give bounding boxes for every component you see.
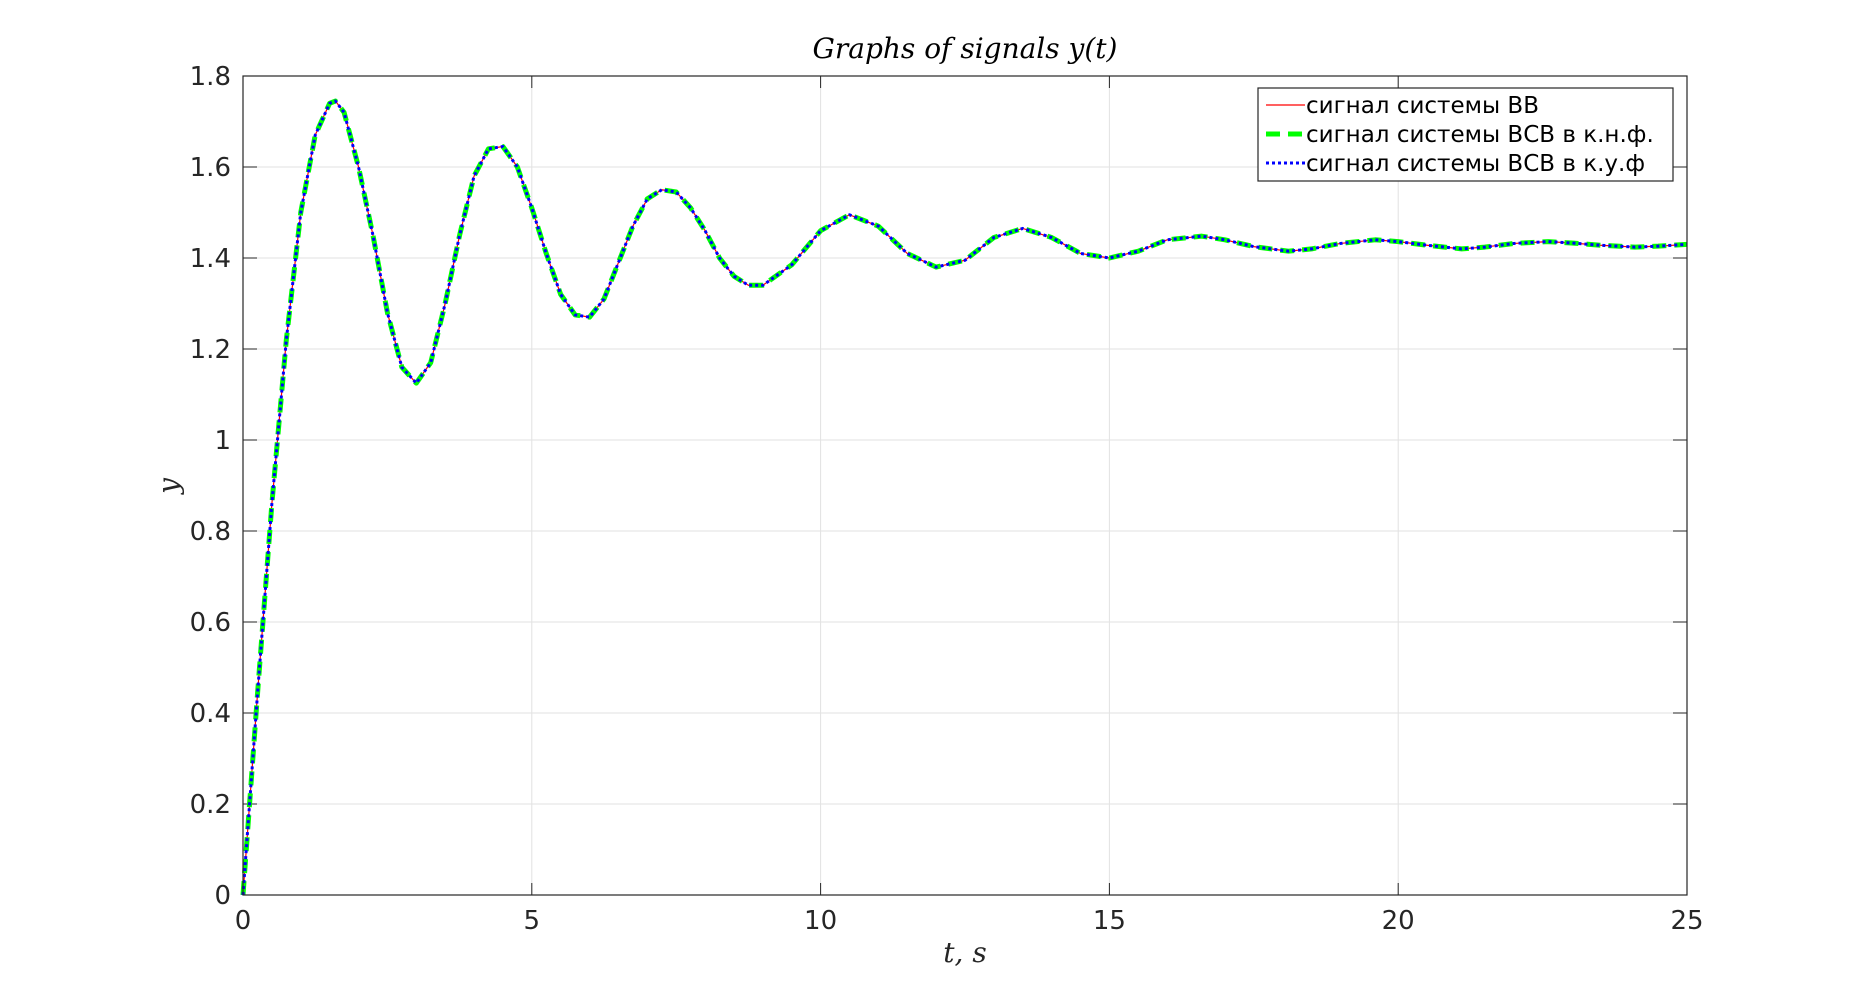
- y-tick-label: 0.8: [190, 517, 231, 547]
- x-tick-label: 20: [1382, 906, 1415, 936]
- y-tick-label: 1.6: [190, 153, 231, 183]
- y-tick-label: 1.2: [190, 335, 231, 365]
- legend: сигнал системы ВВ сигнал системы ВСВ в к…: [1257, 87, 1674, 182]
- y-tick-label: 1: [214, 426, 231, 456]
- x-tick-label: 0: [235, 906, 252, 936]
- axes-box: [242, 75, 1688, 896]
- legend-label-series-2: сигнал системы ВСВ в к.н.ф.: [1306, 122, 1654, 148]
- y-tick-label: 0.2: [190, 790, 231, 820]
- x-tick-label: 5: [524, 906, 541, 936]
- x-tick-label: 10: [804, 906, 837, 936]
- y-tick-label: 0.6: [190, 608, 231, 638]
- y-tick-labels: 0 0.2 0.4 0.6 0.8 1 1.2 1.4 1.6 1.8: [190, 62, 231, 911]
- x-tick-label: 15: [1093, 906, 1126, 936]
- grid-lines: [242, 75, 1688, 896]
- axes-background: [243, 76, 1687, 895]
- y-axis-label: y: [152, 477, 185, 496]
- y-tick-label: 1.4: [190, 244, 231, 274]
- x-axis-label: t, s: [943, 936, 986, 969]
- series-lines: [240, 98, 1688, 896]
- legend-label-series-3: сигнал системы ВСВ в к.у.ф: [1306, 151, 1645, 177]
- legend-box: [1257, 87, 1674, 182]
- legend-label-series-1: сигнал системы ВВ: [1306, 93, 1539, 119]
- chart-title: Graphs of signals y(t): [813, 32, 1118, 65]
- x-tick-labels: 0 5 10 15 20 25: [235, 906, 1704, 936]
- series-line-3: [241, 99, 1688, 896]
- y-tick-label: 1.8: [190, 62, 231, 92]
- x-tick-label: 25: [1670, 906, 1703, 936]
- y-tick-label: 0: [214, 881, 231, 911]
- y-tick-label: 0.4: [190, 699, 231, 729]
